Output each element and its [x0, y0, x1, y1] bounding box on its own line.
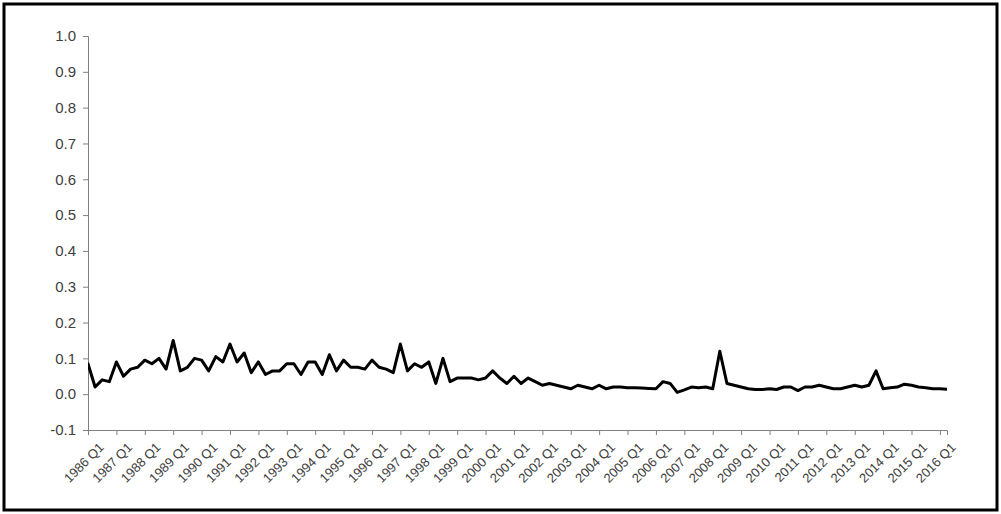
plot-area [88, 340, 947, 392]
frame [4, 4, 997, 510]
x-tick-mark [457, 430, 458, 435]
x-tick-mark [202, 430, 203, 435]
x-tick-mark [684, 430, 685, 435]
y-tick: 0.4 [55, 242, 88, 259]
x-tick-mark [258, 430, 259, 435]
y-tick-mark [83, 179, 88, 180]
x-tick-mark [429, 430, 430, 435]
x-tick-mark [628, 430, 629, 435]
y-tick: 0.9 [55, 63, 88, 80]
x-tick-mark [542, 430, 543, 435]
y-tick-label: 0.6 [55, 171, 76, 188]
x-tick-mark [741, 430, 742, 435]
y-tick: 0.2 [55, 314, 88, 331]
x-tick-mark [571, 430, 572, 435]
x-tick-mark [230, 430, 231, 435]
y-tick-label: 1.0 [55, 27, 76, 44]
y-tick-label: 0.9 [55, 63, 76, 80]
y-tick: 0.6 [55, 171, 88, 188]
y-axis-line [83, 37, 89, 431]
y-tick-mark [83, 143, 88, 144]
x-tick-mark [514, 430, 515, 435]
y-tick-label: 0.1 [55, 350, 76, 367]
y-tick: 0.1 [55, 350, 88, 367]
x-tick-mark [400, 430, 401, 435]
y-tick-label: 0.4 [55, 242, 76, 259]
x-tick: 2016 Q1 [913, 430, 959, 486]
chart: -0.1 0.0 0.1 0.2 0.3 0.4 0.5 0.6 0.7 0.8 0.9 1.0 198… [0, 0, 1001, 514]
y-tick-label: 0.8 [55, 99, 76, 116]
x-tick-label: 2016 Q1 [913, 440, 959, 486]
x-tick-mark [912, 430, 913, 435]
y-tick-mark [83, 215, 88, 216]
x-tick-mark [315, 430, 316, 435]
x-tick-mark [145, 430, 146, 435]
y-tick-mark [83, 323, 88, 324]
y-tick: 0.8 [55, 99, 88, 116]
y-tick-mark [83, 430, 88, 431]
x-tick-mark [855, 430, 856, 435]
y-tick-label: 0.5 [55, 206, 76, 223]
x-tick-mark [826, 430, 827, 435]
y-tick-mark [83, 108, 88, 109]
x-tick-mark [173, 430, 174, 435]
data-line [88, 340, 947, 392]
x-axis-line [89, 431, 948, 436]
x-tick-mark [344, 430, 345, 435]
y-tick-label: 0.3 [55, 278, 76, 295]
x-tick-mark [287, 430, 288, 435]
y-tick-label: 0.0 [55, 385, 76, 402]
x-tick-mark [798, 430, 799, 435]
x-tick-mark [656, 430, 657, 435]
y-tick-mark [83, 287, 88, 288]
x-tick-mark [372, 430, 373, 435]
y-tick: 1.0 [55, 27, 88, 44]
y-tick-label: -0.1 [50, 421, 76, 438]
x-tick-mark [770, 430, 771, 435]
y-tick-mark [83, 358, 88, 359]
y-tick: -0.1 [50, 421, 88, 438]
x-tick-mark [713, 430, 714, 435]
x-tick-mark [88, 430, 89, 435]
x-tick-mark [599, 430, 600, 435]
y-tick: 0.0 [55, 385, 88, 402]
y-tick-label: 0.7 [55, 135, 76, 152]
y-tick: 0.5 [55, 206, 88, 223]
y-tick-mark [83, 394, 88, 395]
y-tick-mark [83, 251, 88, 252]
y-tick: 0.7 [55, 135, 88, 152]
x-tick-mark [486, 430, 487, 435]
x-tick-mark [116, 430, 117, 435]
y-tick: 0.3 [55, 278, 88, 295]
y-tick-label: 0.2 [55, 314, 76, 331]
x-axis: 1986 Q11987 Q11988 Q11989 Q11990 Q11991 … [61, 430, 959, 486]
y-tick-mark [83, 36, 88, 37]
x-tick-mark [883, 430, 884, 435]
y-tick-mark [83, 72, 88, 73]
y-axis: -0.1 0.0 0.1 0.2 0.3 0.4 0.5 0.6 0.7 0.8 0.9 1.0 [50, 27, 88, 438]
x-tick-mark [940, 430, 941, 435]
